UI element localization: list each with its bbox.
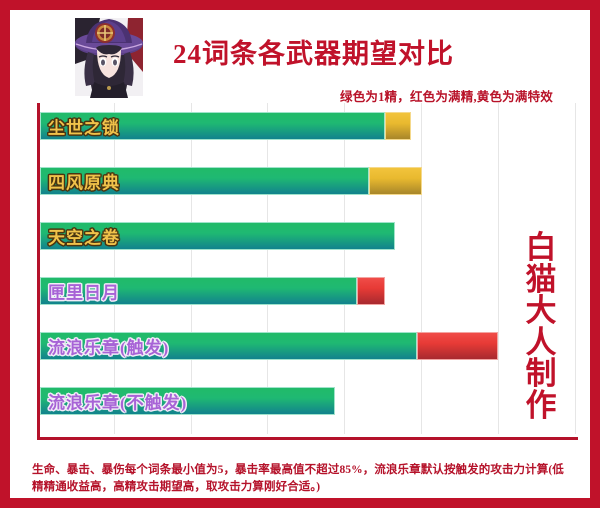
gridline [190,103,192,434]
y-axis-line [37,103,40,440]
x-axis-line [37,437,578,440]
bar-row[interactable]: 天空之卷 [40,222,395,250]
bar-row[interactable]: 四风原典 [40,167,422,195]
frame-border-right [590,0,600,508]
bar-segment-refined [357,277,385,305]
bar-segment-base [40,332,418,360]
header: 24词条各武器期望对比 绿色为1精，红色为满精,黄色为满特效 [10,10,590,104]
bar-row[interactable]: 流浪乐章(触发) [40,332,499,360]
bar-label: 流浪乐章(不触发) [48,393,188,413]
anime-witch-avatar [70,12,148,100]
bar-segment-refined [417,332,499,360]
bar-segment-base [40,387,335,415]
page-title: 24词条各武器期望对比 [173,39,454,69]
watermark-char: 制 [525,356,557,392]
gridline [113,103,115,434]
frame-border-top [0,0,600,10]
frame-border-bottom [0,498,600,508]
bar-segment-base [40,222,395,250]
bar-segment-special [384,112,411,140]
watermark-char: 作 [525,388,557,424]
bar-row[interactable]: 尘世之锁 [40,112,411,140]
bar-label: 匣里日月 [48,283,120,303]
legend-note: 绿色为1精，红色为满精,黄色为满特效 [340,90,553,104]
gridline [497,103,499,434]
gridline [574,103,576,434]
bar-label: 流浪乐章(触发) [48,338,170,358]
watermark-char: 人 [525,324,557,360]
bar-row[interactable]: 流浪乐章(不触发) [40,387,335,415]
watermark-char: 大 [525,293,557,329]
bar-label: 四风原典 [48,173,120,193]
bar-segment-base [40,112,385,140]
bar-segment-special [368,167,422,195]
watermark-char: 白 [525,230,557,265]
gridline [344,103,346,434]
bar-label: 尘世之锁 [48,118,120,138]
frame-border-left [0,0,10,508]
gridline [421,103,422,434]
bar-row[interactable]: 匣里日月 [40,277,385,305]
footnote-text: 生命、暴击、暴伤每个词条最小值为5，暴击率最高值不超过85%，流浪乐章默认按触发… [32,464,564,494]
chart-plot-area: 尘世之锁四风原典天空之卷匣里日月流浪乐章(触发) 流浪乐章(不触发) [37,103,578,440]
gridline [267,103,269,434]
bar-segment-base [40,277,358,305]
bar-label: 天空之卷 [48,228,120,248]
bar-segment-base [40,167,369,195]
watermark-char: 猫 [525,261,557,297]
watermark-credit: 白 猫 大 人 制 作 [520,232,562,422]
